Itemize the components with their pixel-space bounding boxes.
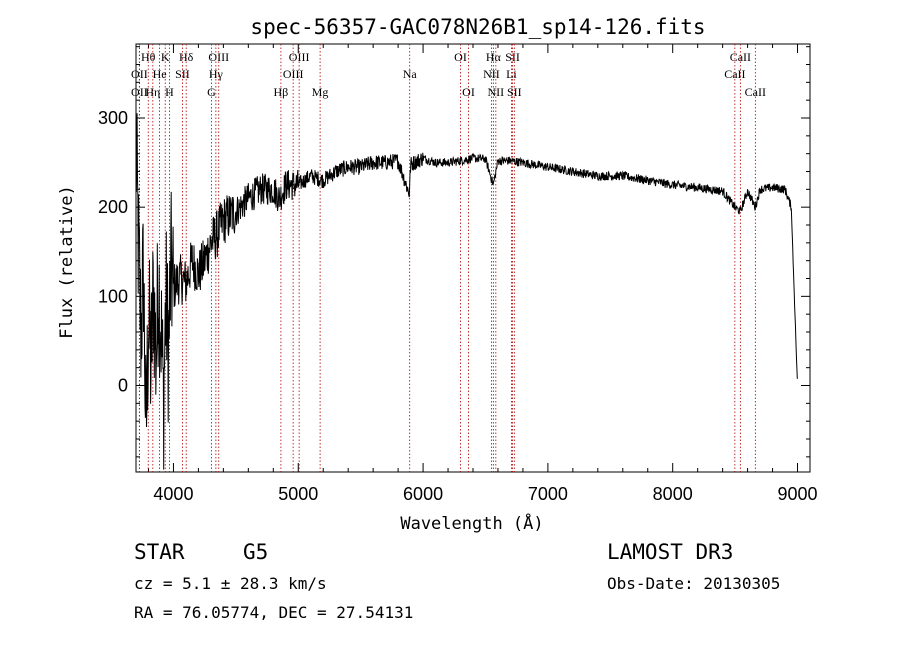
line-label: Mg xyxy=(312,85,329,99)
x-tick-label: 9000 xyxy=(777,484,817,504)
line-label: OI xyxy=(454,50,467,64)
line-label: Hβ xyxy=(274,85,289,99)
y-tick-label: 100 xyxy=(98,286,128,306)
line-label: NII xyxy=(483,67,500,81)
line-label: CaII xyxy=(730,50,751,64)
x-tick-label: 6000 xyxy=(403,484,443,504)
survey-name: LAMOST DR3 xyxy=(607,540,734,564)
line-label: Hα xyxy=(486,50,502,64)
line-label: OIII xyxy=(289,50,310,64)
x-tick-label: 8000 xyxy=(653,484,693,504)
plot-frame xyxy=(135,43,811,473)
spectrum-series xyxy=(135,113,798,470)
axes: 4000 5000 6000 7000 8000 9000 0 100 200 300 xyxy=(98,43,818,504)
line-label: Li xyxy=(506,67,517,81)
line-label: Hθ xyxy=(141,50,156,64)
line-label: OI xyxy=(462,85,475,99)
line-label: SII xyxy=(505,50,520,64)
line-label: CaII xyxy=(724,67,745,81)
y-axis-label: Flux (relative) xyxy=(57,185,77,339)
x-tick-label: 4000 xyxy=(153,484,193,504)
observation-date: Obs-Date: 20130305 xyxy=(607,574,781,593)
line-label: OII xyxy=(131,67,148,81)
ra-dec-coordinates: RA = 76.05774, DEC = 27.54131 xyxy=(134,603,414,622)
spectrum-line xyxy=(135,113,798,470)
line-label: SII xyxy=(507,85,522,99)
object-class: STAR xyxy=(134,540,185,564)
line-label: OII xyxy=(131,85,148,99)
redshift-cz: cz = 5.1 ± 28.3 km/s xyxy=(134,574,327,593)
y-tick-label: 200 xyxy=(98,197,128,217)
line-label: SII xyxy=(175,67,190,81)
y-tick-label: 0 xyxy=(118,376,128,396)
line-label: OIII xyxy=(208,50,229,64)
line-label: Hη xyxy=(145,85,160,99)
line-label: CaII xyxy=(745,85,766,99)
x-axis-label: Wavelength (Å) xyxy=(400,512,543,534)
line-label: He xyxy=(153,67,167,81)
line-label: G xyxy=(207,85,216,99)
x-tick-label: 5000 xyxy=(278,484,318,504)
y-tick-label: 300 xyxy=(98,108,128,128)
object-subclass: G5 xyxy=(243,540,269,564)
line-label: Hδ xyxy=(179,50,194,64)
line-label: K xyxy=(161,50,170,64)
x-tick-label: 7000 xyxy=(528,484,568,504)
line-label: OIII xyxy=(283,67,304,81)
line-label: NII xyxy=(488,85,505,99)
line-label: Hγ xyxy=(209,67,224,81)
line-label: H xyxy=(165,85,174,99)
chart-title: spec-56357-GAC078N26B1_sp14-126.fits xyxy=(250,15,705,39)
line-label: Na xyxy=(403,67,418,81)
